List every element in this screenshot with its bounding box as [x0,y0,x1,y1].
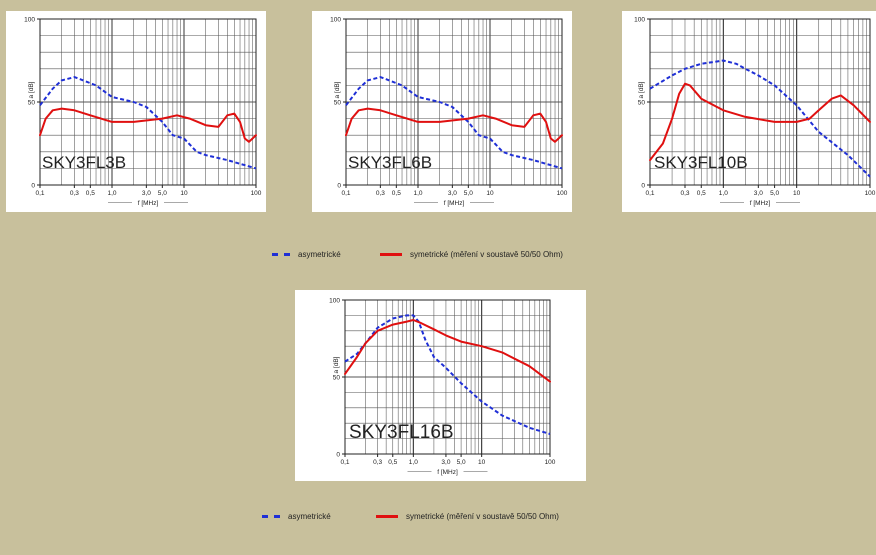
legend-label-asym: asymetrické [288,512,331,521]
series-sym-line [39,107,257,143]
x-tick-label: 5,0 [158,190,167,197]
x-tick-label: 100 [557,190,568,197]
y-tick-label: 100 [330,17,341,24]
series-asym-line [345,76,563,170]
chart-title: SKY3FL6B [348,153,432,172]
x-tick-label: 10 [486,190,494,197]
x-tick-label: 0,5 [388,459,397,466]
legend-top: asymetrické symetrické (měření v soustav… [272,250,652,264]
chart-panel-sky3fl3b: 0 50 100 0,1 0,3 0,5 1,0 3,0 5,0 10 100 f [MHz] a [d… [6,11,266,212]
x-tick-label: 10 [180,190,188,197]
y-tick-label: 50 [638,100,646,107]
x-tick-label: 1,0 [413,190,422,197]
legend-swatch-dashed-icon [272,253,290,256]
x-tick-label: 0,5 [86,190,95,197]
series-asym-line [39,76,257,170]
x-tick-label: 0,1 [35,190,44,197]
legend-swatch-dashed-icon [262,515,280,518]
y-tick-label: 50 [28,100,36,107]
series-asym-line [344,314,551,435]
x-tick-label: 0,5 [392,190,401,197]
y-axis-label: a [dB] [334,81,341,98]
grid [345,18,563,186]
x-axis-label: f [MHz] [437,469,458,476]
legend-swatch-solid-icon [376,515,398,518]
y-tick-label: 50 [334,100,342,107]
y-axis-label: a [dB] [333,356,340,373]
x-tick-label: 3,0 [448,190,457,197]
chart-svg: 0 50 100 0,1 0,3 0,5 1,0 3,0 5,0 10 100 f [MHz] a [d… [24,17,262,208]
chart-panel-sky3fl6b: 0 50 100 0,1 0,3 0,5 1,0 3,0 5,0 10 100 f [MHz] a [d… [312,11,572,212]
chart-svg: 0 50 100 0,1 0,3 0,5 1,0 3,0 5,0 10 100 f [MHz] a [d… [329,298,556,477]
legend-item-sym: symetrické (měření v soustavě 50/50 Ohm) [376,512,559,521]
y-tick-label: 100 [24,17,35,24]
y-axis-label: a [dB] [28,81,35,98]
x-tick-label: 100 [865,190,876,197]
legend-item-asym: asymetrické [272,250,341,259]
x-tick-label: 100 [251,190,262,197]
x-tick-label: 5,0 [464,190,473,197]
x-tick-label: 10 [478,459,486,466]
chart-svg: 0 50 100 0,1 0,3 0,5 1,0 3,0 5,0 10 100 f [MHz] a [d… [634,17,876,208]
x-axis-label: f [MHz] [138,200,159,207]
y-tick-label: 100 [634,17,645,24]
x-tick-label: 5,0 [770,190,779,197]
x-tick-label: 3,0 [754,190,763,197]
chart-title: SKY3FL16B [349,422,454,443]
chart-panel-sky3fl10b: 0 50 100 0,1 0,3 0,5 1,0 3,0 5,0 10 100 f [MHz] a [d… [622,11,876,212]
x-tick-label: 0,3 [680,190,689,197]
x-tick-label: 1,0 [719,190,728,197]
x-axis-label: f [MHz] [444,200,465,207]
x-tick-label: 1,0 [107,190,116,197]
x-tick-label: 5,0 [457,459,466,466]
x-tick-label: 1,0 [409,459,418,466]
chart-svg: 0 50 100 0,1 0,3 0,5 1,0 3,0 5,0 10 100 f [MHz] a [d… [330,17,568,208]
series-sym-line [345,107,563,143]
x-tick-label: 0,3 [373,459,382,466]
series-sym-line [649,82,871,162]
x-tick-label: 0,1 [645,190,654,197]
y-tick-label: 50 [333,375,341,382]
legend-bottom: asymetrické symetrické (měření v soustav… [262,512,642,526]
legend-label-sym: symetrické (měření v soustavě 50/50 Ohm) [406,512,559,521]
series-asym-line [649,59,871,178]
y-tick-label: 0 [337,183,341,190]
x-tick-label: 0,5 [697,190,706,197]
series-sym-line [344,319,551,383]
x-axis-label: f [MHz] [750,200,771,207]
x-tick-label: 100 [545,459,556,466]
x-tick-label: 3,0 [142,190,151,197]
y-tick-label: 0 [336,452,340,459]
x-tick-label: 0,1 [341,190,350,197]
chart-panel-sky3fl16b: 0 50 100 0,1 0,3 0,5 1,0 3,0 5,0 10 100 f [MHz] a [d… [295,290,586,481]
chart-title: SKY3FL3B [42,153,126,172]
x-tick-label: 0,1 [340,459,349,466]
legend-item-asym: asymetrické [262,512,331,521]
x-tick-label: 3,0 [441,459,450,466]
y-tick-label: 0 [31,183,35,190]
y-tick-label: 100 [329,298,340,305]
legend-item-sym: symetrické (měření v soustavě 50/50 Ohm) [380,250,563,259]
y-tick-label: 0 [641,183,645,190]
legend-label-asym: asymetrické [298,250,341,259]
legend-label-sym: symetrické (měření v soustavě 50/50 Ohm) [410,250,563,259]
chart-title: SKY3FL10B [654,153,748,172]
legend-swatch-solid-icon [380,253,402,256]
x-tick-label: 10 [793,190,801,197]
x-tick-label: 0,3 [376,190,385,197]
x-tick-label: 0,3 [70,190,79,197]
y-axis-label: a [dB] [638,81,645,98]
